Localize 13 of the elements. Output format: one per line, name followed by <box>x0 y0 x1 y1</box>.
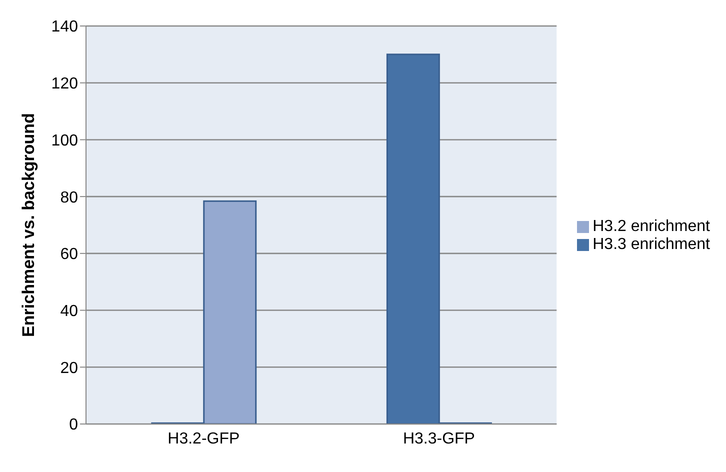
y-tick-label: 40 <box>60 302 78 320</box>
legend-label: H3.2 enrichment <box>592 218 710 235</box>
y-tick-label: 60 <box>60 246 78 264</box>
y-tick-label: 140 <box>51 18 78 36</box>
y-tick-label: 100 <box>51 132 78 150</box>
y-tick-label: 80 <box>60 189 78 206</box>
x-tick-label: H3.2-GFP <box>168 430 240 448</box>
y-tick-label: 20 <box>60 360 78 377</box>
x-tick-label: H3.3-GFP <box>402 430 475 448</box>
y-tick-label: 120 <box>51 76 78 93</box>
legend-label: H3.3 enrichment <box>592 236 710 253</box>
y-axis-title: Enrichment vs. background <box>19 113 38 337</box>
y-tick-label: 0 <box>69 416 78 434</box>
